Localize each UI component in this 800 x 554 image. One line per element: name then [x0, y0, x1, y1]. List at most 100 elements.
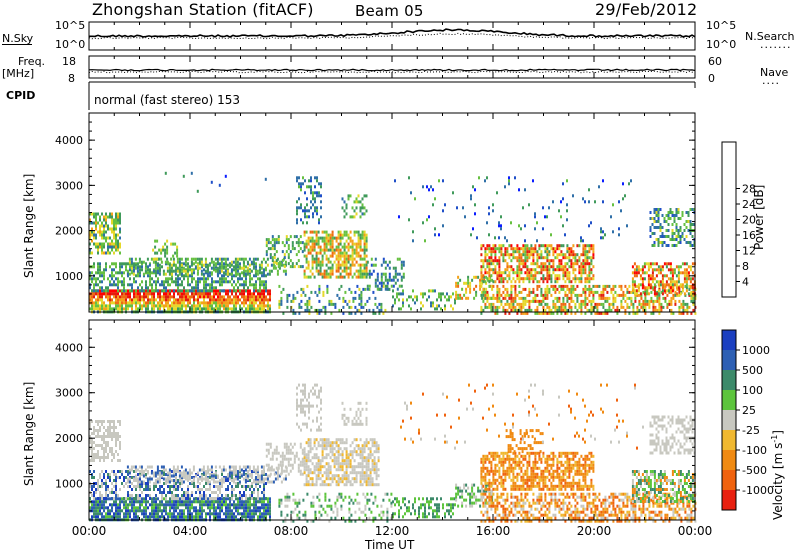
power-cell — [123, 286, 125, 290]
power-cell — [147, 274, 149, 278]
power-cell — [392, 266, 395, 270]
power-cell — [280, 302, 283, 306]
power-cell — [679, 283, 682, 287]
velocity-cell — [149, 497, 151, 500]
power-cell — [572, 299, 575, 303]
velocity-cell — [159, 515, 161, 519]
power-cell — [348, 287, 351, 291]
power-cell — [123, 277, 125, 281]
velocity-cell — [109, 476, 111, 479]
power-cell — [669, 289, 672, 293]
velocity-cell — [99, 512, 101, 516]
power-cell — [480, 244, 483, 248]
power-cell — [127, 289, 129, 293]
power-cell — [267, 289, 269, 293]
power-cell — [111, 271, 113, 275]
power-cell — [158, 272, 161, 276]
power-cell — [239, 274, 241, 278]
power-cell — [179, 277, 181, 281]
power-cell — [135, 274, 137, 278]
power-cell — [179, 307, 181, 311]
power-cell — [190, 269, 193, 273]
power-cell — [207, 283, 209, 287]
velocity-cell — [107, 506, 109, 510]
power-cell — [352, 299, 355, 303]
velocity-cell — [163, 515, 165, 519]
power-cell — [105, 230, 107, 234]
power-cell — [109, 289, 111, 293]
power-cell — [504, 271, 507, 275]
power-cell — [550, 265, 553, 269]
power-cell — [612, 302, 615, 306]
power-cell — [219, 292, 221, 296]
power-cell — [631, 286, 634, 290]
power-cell — [213, 280, 215, 284]
power-cell — [119, 230, 121, 234]
power-cell — [657, 283, 660, 287]
power-cell — [252, 260, 255, 264]
power-cell — [101, 292, 103, 296]
power-cell — [556, 277, 559, 281]
power-cell — [95, 271, 97, 275]
power-cell — [614, 299, 617, 303]
power-cell — [692, 308, 695, 312]
power-cell — [357, 239, 360, 243]
velocity-cell — [127, 512, 129, 516]
velocity-cell — [217, 494, 219, 497]
power-cell — [312, 212, 314, 216]
power-cell — [374, 278, 377, 282]
power-cell — [361, 248, 364, 252]
velocity-cell — [121, 482, 123, 485]
power-cell — [226, 269, 229, 273]
velocity-cell — [131, 503, 133, 507]
power-cell — [183, 298, 185, 302]
velocity-cell — [117, 476, 119, 479]
power-cell — [359, 254, 362, 258]
power-cell — [548, 268, 551, 272]
power-cell — [532, 250, 535, 254]
power-cell — [130, 266, 133, 270]
power-cell — [179, 292, 181, 296]
power-cell — [667, 244, 670, 247]
power-cell — [659, 229, 662, 232]
power-cell — [685, 220, 688, 223]
power-field — [89, 171, 697, 315]
power-cell — [616, 308, 619, 312]
power-cell — [217, 289, 219, 293]
power-cell — [245, 301, 247, 305]
velocity-cell — [187, 485, 189, 488]
power-cell — [249, 277, 251, 281]
power-cell — [376, 278, 379, 282]
power-cell — [148, 272, 151, 276]
power-cell — [163, 280, 165, 284]
velocity-cell — [261, 515, 263, 519]
power-cell — [562, 256, 565, 260]
power-cell — [641, 277, 644, 281]
power-cell — [151, 298, 153, 302]
power-cell — [600, 227, 602, 231]
power-cell — [653, 220, 656, 223]
velocity-cell — [119, 500, 121, 504]
power-cell — [301, 241, 304, 245]
power-cell — [374, 257, 377, 261]
power-cell — [673, 214, 676, 217]
power-cell — [239, 298, 241, 302]
power-cell — [163, 307, 165, 311]
power-cell — [161, 295, 163, 299]
power-cell — [207, 292, 209, 296]
power-cell — [504, 311, 507, 315]
power-cell — [400, 263, 403, 267]
power-cell — [127, 292, 129, 296]
power-cell — [498, 277, 501, 281]
power-cell — [538, 299, 541, 303]
power-cell — [253, 292, 255, 296]
power-cell — [180, 257, 183, 261]
power-cell — [341, 251, 344, 255]
velocity-cell — [175, 485, 177, 488]
power-cell — [233, 268, 235, 272]
power-cell — [125, 268, 127, 272]
power-cell — [101, 301, 103, 305]
power-cell — [610, 287, 613, 291]
power-cell — [494, 236, 496, 240]
power-cell — [592, 284, 595, 288]
